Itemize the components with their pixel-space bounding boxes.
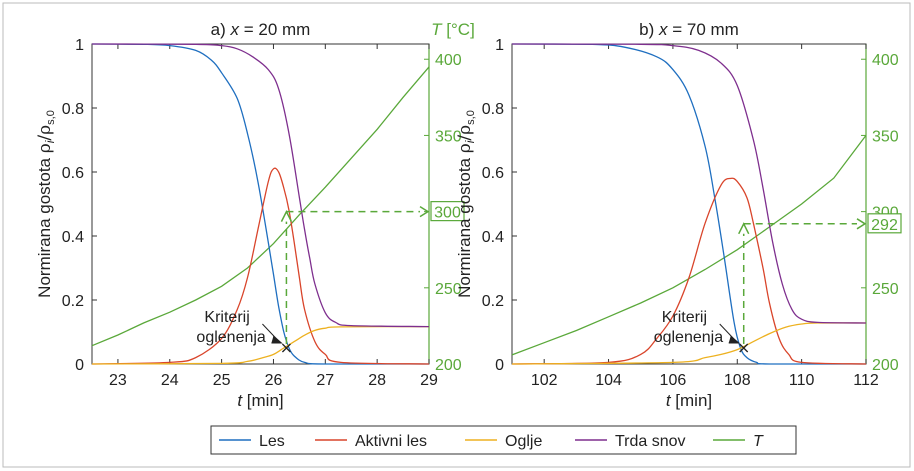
series-les-line bbox=[91, 43, 430, 365]
x-tick-label: 110 bbox=[789, 372, 815, 389]
readout-arrow-up bbox=[738, 222, 750, 235]
y-right-axis-label: T [°C] bbox=[431, 20, 475, 39]
readout-box bbox=[430, 201, 465, 222]
y-left-tick-label: 0.4 bbox=[62, 229, 84, 246]
criterion-arrow-head bbox=[271, 335, 283, 344]
readout-arrow-right bbox=[856, 218, 867, 230]
series-trda-line bbox=[91, 43, 430, 328]
y-left-axis-label: Normirana gostota ρi/ρs,0 bbox=[35, 110, 57, 298]
panel-title: a) x = 20 mm bbox=[211, 20, 311, 39]
y-left-tick-label: 0.2 bbox=[62, 293, 84, 310]
panel-title: b) x = 70 mm bbox=[639, 20, 739, 39]
x-tick-label: 106 bbox=[660, 372, 687, 389]
y-right-tick-label: 400 bbox=[872, 52, 899, 69]
y-left-tick-label: 0 bbox=[75, 357, 84, 374]
y-right-tick-label: 200 bbox=[435, 357, 462, 374]
legend-label-0: Les bbox=[259, 433, 285, 450]
y-left-tick-label: 0.6 bbox=[62, 165, 84, 182]
legend: Les Aktivni les Oglje Trda snov T bbox=[210, 425, 797, 455]
x-axis-label: t [min] bbox=[237, 391, 283, 410]
y-left-tick-label: 0.4 bbox=[482, 229, 504, 246]
x-tick-label: 27 bbox=[316, 372, 334, 389]
criterion-label-line2: oglenenja bbox=[196, 329, 266, 346]
y-left-tick-label: 1 bbox=[495, 37, 504, 54]
series-trda-line bbox=[511, 43, 867, 324]
y-right-tick-label: 400 bbox=[435, 52, 462, 69]
x-tick-label: 104 bbox=[595, 372, 622, 389]
legend-label-1: Aktivni les bbox=[355, 433, 427, 450]
readout-arrow-right bbox=[419, 205, 430, 218]
series-aktivni-line bbox=[91, 167, 430, 365]
criterion-arrow-head bbox=[728, 335, 741, 344]
readout-arrow-up bbox=[280, 209, 293, 222]
y-left-axis-label: Normirana gostota ρi/ρs,0 bbox=[455, 110, 477, 298]
criterion-marker bbox=[281, 343, 291, 353]
criterion-label-line1: Kriterij bbox=[662, 309, 707, 326]
criterion-label-line1: Kriterij bbox=[204, 309, 249, 326]
x-tick-label: 28 bbox=[368, 372, 386, 389]
y-right-tick-label: 200 bbox=[872, 357, 899, 374]
x-tick-label: 108 bbox=[724, 372, 751, 389]
x-tick-label: 29 bbox=[420, 372, 438, 389]
legend-label-4: T bbox=[753, 433, 764, 450]
y-left-tick-label: 0 bbox=[495, 357, 504, 374]
y-right-tick-label: 250 bbox=[435, 281, 462, 298]
x-tick-label: 25 bbox=[213, 372, 231, 389]
x-tick-label: 102 bbox=[531, 372, 558, 389]
readout-value: 300 bbox=[434, 205, 461, 222]
y-left-tick-label: 0.6 bbox=[482, 165, 504, 182]
series-aktivni-line bbox=[511, 177, 867, 365]
legend-label-2: Oglje bbox=[505, 433, 542, 450]
readout-box bbox=[867, 213, 902, 234]
criterion-marker bbox=[739, 343, 749, 353]
y-right-tick-label: 350 bbox=[435, 128, 462, 145]
panel-a: 23 24 25 26 27 28 29 0 0.2 0.4 0.6 0.8 1 200 250 300 350… bbox=[35, 20, 475, 410]
series-oglje-line bbox=[511, 322, 867, 365]
legend-label-3: Trda snov bbox=[615, 433, 686, 450]
readout-value: 292 bbox=[871, 217, 898, 234]
x-tick-label: 26 bbox=[265, 372, 283, 389]
x-axis-label: t [min] bbox=[666, 391, 712, 410]
y-right-tick-label: 350 bbox=[872, 128, 899, 145]
y-left-tick-label: 0.8 bbox=[62, 101, 84, 118]
x-tick-label: 23 bbox=[109, 372, 127, 389]
legend-box bbox=[210, 425, 797, 455]
y-left-tick-label: 0.2 bbox=[482, 293, 504, 310]
x-tick-label: 24 bbox=[161, 372, 179, 389]
x-tick-label: 112 bbox=[853, 372, 879, 389]
panel-b: 102 104 106 108 110 11200.20.40.60.8120025030… bbox=[455, 20, 902, 410]
y-left-tick-label: 1 bbox=[75, 37, 84, 54]
y-right-tick-label: 250 bbox=[872, 281, 899, 298]
criterion-label-line2: oglenenja bbox=[654, 329, 724, 346]
series-oglje-line bbox=[91, 325, 430, 365]
y-left-tick-label: 0.8 bbox=[482, 101, 504, 118]
series-T-line bbox=[91, 66, 430, 347]
